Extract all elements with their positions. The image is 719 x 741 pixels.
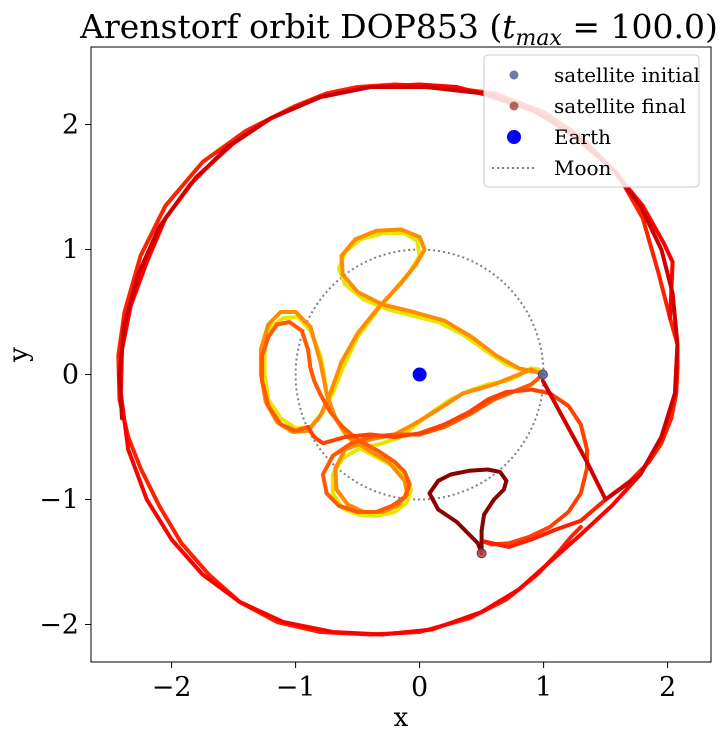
legend-label: Moon xyxy=(554,156,612,180)
x-axis-label: x xyxy=(394,703,409,733)
x-tick-label: 2 xyxy=(659,672,676,703)
orbit-series-2 xyxy=(258,227,545,514)
y-tick-label: −2 xyxy=(39,610,79,641)
axes-frame xyxy=(90,46,712,663)
legend-entry: Moon xyxy=(492,156,612,180)
y-tick-label: 2 xyxy=(62,110,79,141)
y-tick-label: 1 xyxy=(62,235,79,266)
legend-marker xyxy=(507,130,521,144)
y-tick-label: 0 xyxy=(62,360,79,391)
y-tick-label: −1 xyxy=(39,485,79,516)
legend: satellite initial satellite final Earth Moo… xyxy=(483,54,700,188)
legend-label: Earth xyxy=(554,125,611,149)
chart-title: Arenstorf orbit DOP853 (tmax = 100.0) xyxy=(79,7,718,51)
orbit-series-4 xyxy=(306,387,589,547)
x-tick-label: 1 xyxy=(535,672,552,703)
legend-label: satellite initial xyxy=(554,63,700,87)
legend-marker xyxy=(509,70,519,80)
x-tick-label: 0 xyxy=(411,672,428,703)
y-axis-label: y xyxy=(4,347,34,363)
legend-entry: satellite final xyxy=(509,94,686,118)
legend-marker xyxy=(509,101,519,111)
x-tick-label: −2 xyxy=(152,672,192,703)
orbit-series-8 xyxy=(427,467,509,556)
legend-entry: satellite initial xyxy=(509,63,700,87)
legend-entry: Earth xyxy=(507,125,611,149)
marker-layer xyxy=(412,367,548,559)
x-tick-label: −1 xyxy=(276,672,316,703)
earth-marker xyxy=(412,367,427,382)
legend-box xyxy=(483,54,700,188)
orbit-series-3 xyxy=(260,320,545,514)
tick-layer: −2 −1 0 1 2 −2 −1 0 1 2 xyxy=(39,110,676,704)
satellite-initial-marker xyxy=(537,369,548,380)
legend-label: satellite final xyxy=(554,94,686,118)
satellite-final-marker xyxy=(476,548,487,559)
